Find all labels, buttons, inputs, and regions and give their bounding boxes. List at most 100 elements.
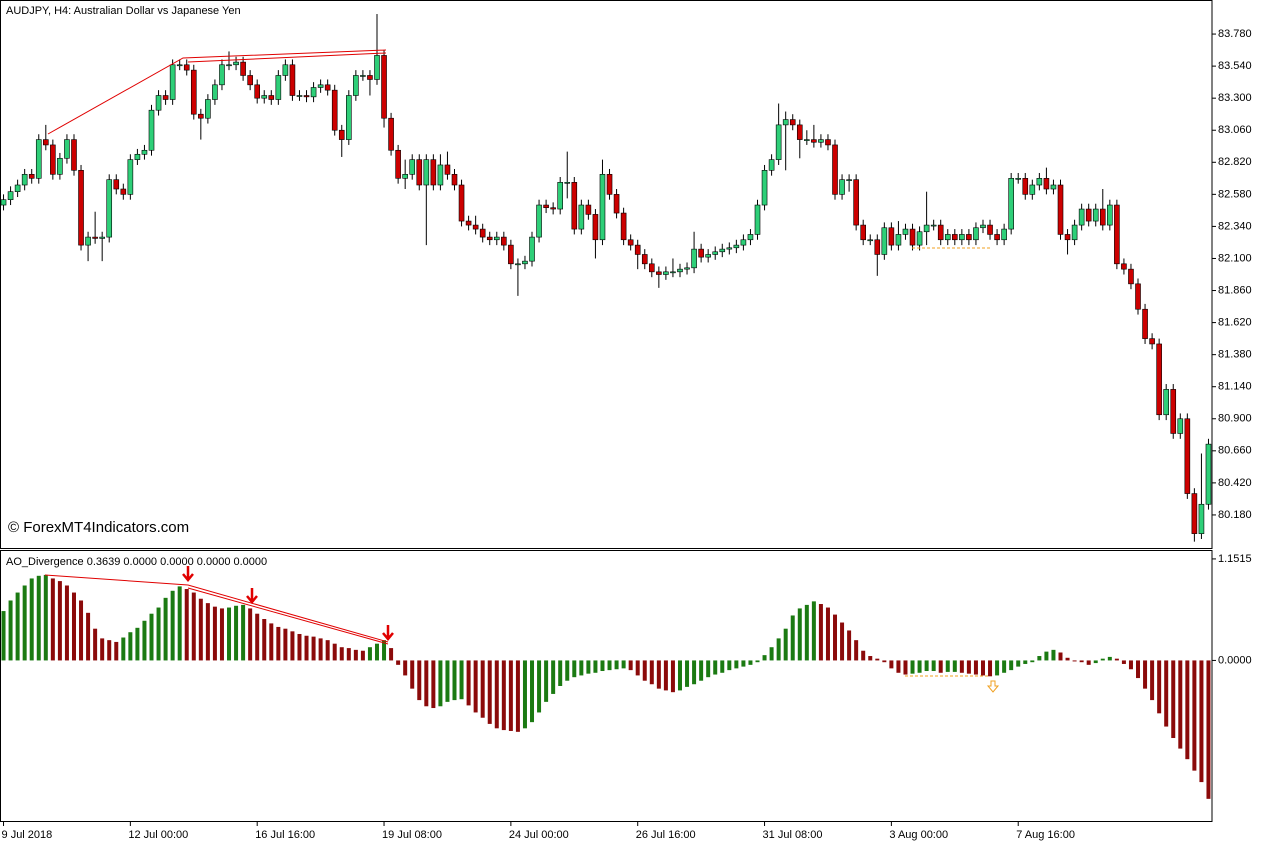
x-tick-label: 31 Jul 08:00	[763, 829, 823, 841]
ao-bar	[607, 660, 612, 671]
ao-bar	[360, 650, 365, 661]
ao-bar	[1093, 660, 1098, 664]
ao-bar	[1157, 660, 1162, 714]
candle-body	[409, 159, 416, 175]
candle-body	[148, 109, 155, 151]
ao-bar	[283, 628, 288, 661]
ao-bar	[100, 638, 105, 661]
candle-body	[423, 159, 430, 186]
candle-body	[1064, 234, 1071, 241]
candle-body	[127, 159, 134, 195]
ao-bar	[198, 598, 203, 661]
ao-bar	[818, 604, 823, 661]
ao-bar	[663, 660, 668, 691]
candle-body	[712, 251, 719, 255]
candle-body	[1191, 493, 1198, 534]
candle-body	[71, 139, 77, 171]
candle-body	[508, 244, 514, 265]
ao-bar	[515, 660, 520, 732]
candle-body	[57, 157, 63, 175]
ao-bar	[917, 660, 922, 673]
candle-body	[437, 164, 444, 186]
candle-body	[952, 234, 958, 241]
ao-bar	[811, 601, 816, 661]
ao-bar	[1079, 660, 1084, 663]
ao-bar	[262, 619, 267, 661]
candle-body	[606, 174, 613, 195]
ao-bar	[8, 600, 13, 661]
ao-bar	[241, 604, 246, 661]
ao-bar	[255, 613, 260, 661]
y-tick-label: 81.140	[1218, 381, 1252, 393]
ao-bar	[959, 660, 964, 673]
candle-body	[733, 244, 740, 249]
candle-body	[881, 227, 888, 255]
ao-bar	[339, 647, 344, 661]
ao-bar	[389, 648, 394, 661]
ao-bar	[466, 660, 471, 706]
ao-bar	[353, 649, 358, 661]
ao-bar	[931, 660, 936, 672]
ao-bar	[988, 660, 993, 677]
divergence-line	[47, 49, 387, 135]
ao-bar	[713, 660, 718, 675]
y-tick-label: 82.580	[1218, 188, 1252, 200]
price-panel-frame	[0, 0, 1213, 549]
candle-body	[874, 239, 881, 255]
ao-bar	[374, 643, 379, 661]
candle-body	[726, 247, 733, 250]
ao-bar	[156, 607, 161, 661]
chart-title: AUDJPY, H4: Australian Dollar vs Japanes…	[6, 5, 241, 17]
candle-body	[1078, 208, 1085, 226]
ao-bar	[861, 650, 866, 661]
candle-body	[994, 234, 1000, 241]
candle-body	[677, 268, 683, 273]
candle-body	[578, 204, 585, 230]
candle-body	[1177, 418, 1184, 434]
ao-bar	[50, 578, 55, 661]
x-tick-label: 3 Aug 00:00	[889, 829, 948, 841]
candle-body	[303, 95, 310, 98]
ao-bar	[269, 623, 274, 661]
ao-bar	[699, 660, 704, 681]
ao-bar	[487, 660, 492, 724]
candle-body	[634, 244, 641, 255]
ao-bar	[586, 660, 591, 674]
divergence-line	[187, 587, 389, 645]
ao-bar	[1107, 656, 1112, 661]
candle-body	[120, 188, 127, 195]
candle-body	[761, 170, 768, 206]
candle-body	[923, 224, 930, 233]
marks: 9 Jul 2018 12 Jul 00:00 16 Jul 16:00 19 Jul…	[0, 14, 1252, 841]
candle-body	[811, 139, 817, 143]
candle-body	[35, 139, 42, 179]
candle-body	[592, 214, 599, 241]
ao-bar	[15, 592, 20, 661]
ao-bar	[670, 660, 675, 693]
candle-body	[43, 139, 49, 146]
ao-bar	[149, 613, 154, 661]
ao-bar	[64, 585, 69, 661]
candle-body	[1071, 224, 1078, 241]
candle-body	[930, 224, 937, 227]
indicator-title: AO_Divergence 0.3639 0.0000 0.0000 0.000…	[6, 556, 267, 568]
ao-bar	[840, 622, 845, 661]
ao-bar	[1, 611, 6, 661]
candle-body	[493, 236, 500, 241]
candle-body	[282, 64, 289, 76]
candle-body	[846, 179, 852, 181]
ao-bar	[762, 655, 767, 661]
ao-bar	[1150, 660, 1155, 701]
candle-body	[374, 55, 380, 80]
x-tick-label: 19 Jul 08:00	[382, 829, 442, 841]
ao-bar	[424, 660, 429, 707]
ao-bar	[889, 660, 894, 669]
candle-body	[705, 254, 711, 258]
ao-bar	[86, 612, 91, 661]
ao-bar	[1114, 658, 1119, 661]
ao-bar	[924, 660, 929, 672]
x-tick-label: 12 Jul 00:00	[128, 829, 188, 841]
candle-body	[381, 55, 387, 119]
candle-body	[656, 271, 662, 275]
candle-body	[789, 119, 796, 126]
